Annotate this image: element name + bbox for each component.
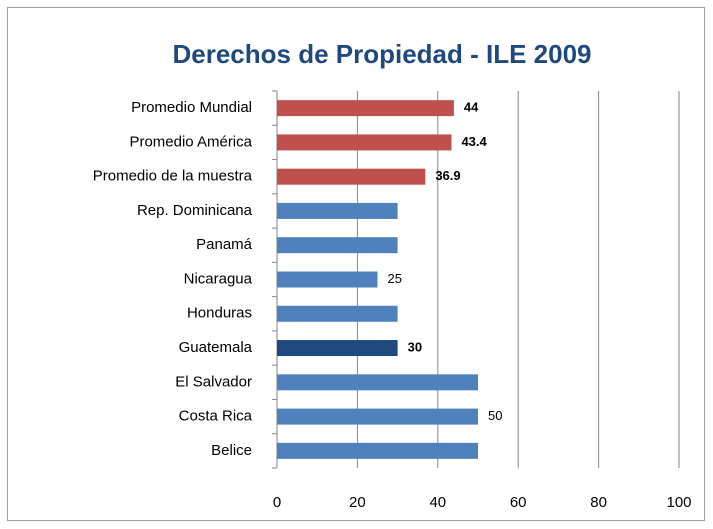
bar: [277, 408, 478, 425]
x-tick-label: 100: [666, 494, 691, 511]
y-tick-label: Rep. Dominicana: [137, 202, 253, 219]
bar: [277, 134, 452, 151]
bar: [277, 168, 426, 185]
value-label: 43.4: [461, 134, 487, 149]
bar: [277, 340, 398, 357]
y-tick-label: Promedio de la muestra: [93, 168, 253, 185]
y-tick-label: Guatemala: [179, 339, 253, 356]
x-tick-label: 40: [429, 494, 446, 511]
y-tick-label: El Salvador: [175, 373, 252, 390]
bar: [277, 100, 454, 117]
value-label: 44: [464, 100, 479, 115]
chart-title: Derechos de Propiedad - ILE 2009: [172, 39, 591, 69]
bar: [277, 202, 398, 219]
value-label: 30: [408, 339, 422, 354]
value-label: 36.9: [435, 168, 460, 183]
bar: [277, 237, 398, 254]
y-tick-label: Nicaragua: [184, 270, 253, 287]
value-label: 25: [388, 271, 402, 286]
y-tick-label: Costa Rica: [179, 408, 253, 425]
x-tick-label: 80: [590, 494, 607, 511]
x-tick-label: 60: [510, 494, 527, 511]
chart-border: [7, 7, 705, 521]
y-tick-label: Promedio Mundial: [131, 99, 252, 116]
x-tick-label: 0: [273, 494, 281, 511]
y-tick-label: Panamá: [196, 236, 253, 253]
bar: [277, 305, 398, 322]
bar: [277, 374, 478, 391]
x-tick-label: 20: [349, 494, 366, 511]
y-tick-label: Honduras: [187, 305, 252, 322]
y-tick-label: Promedio América: [129, 133, 252, 150]
bar: [277, 442, 478, 459]
bar: [277, 271, 378, 288]
value-label: 50: [488, 408, 502, 423]
y-tick-label: Belice: [211, 442, 252, 459]
